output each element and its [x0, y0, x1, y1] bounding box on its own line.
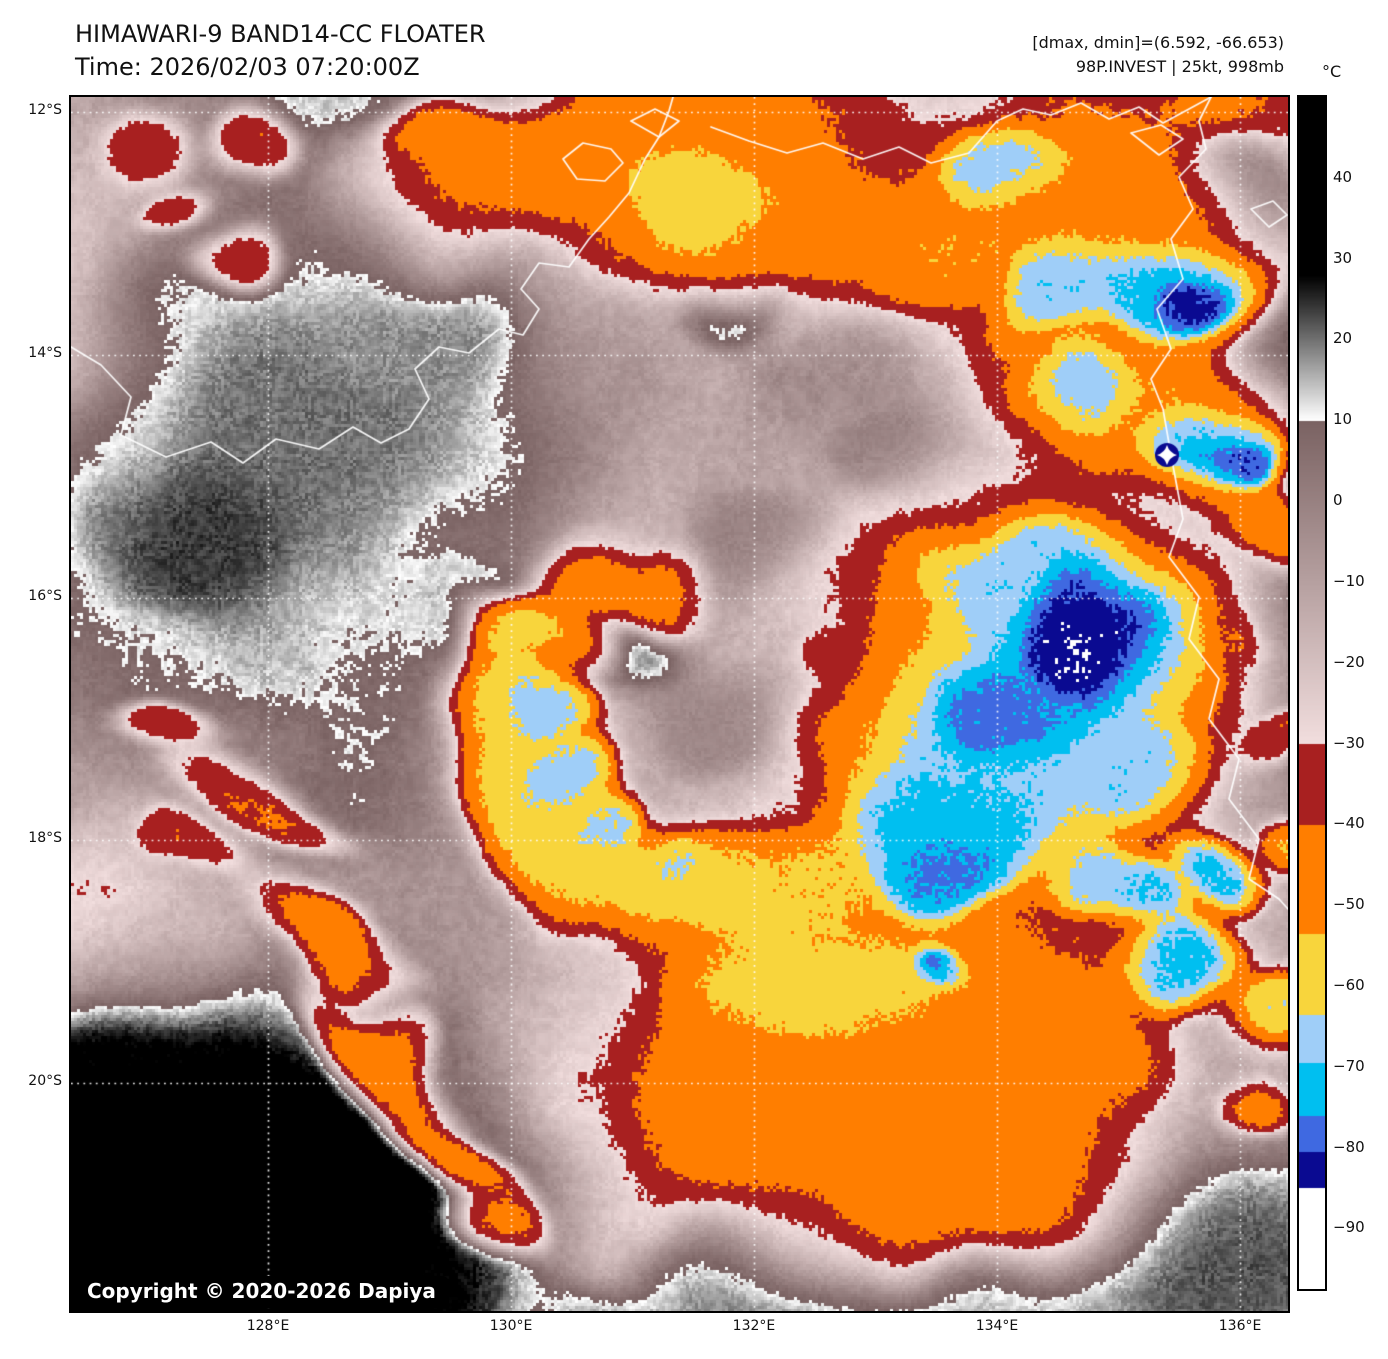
satellite-map-canvas [71, 97, 1288, 1311]
dmax-dmin-annotation: [dmax, dmin]=(6.592, -66.653) [1032, 33, 1284, 52]
lat-tick-label: 16°S [28, 587, 62, 604]
colorbar [1297, 95, 1327, 1291]
storm-info-annotation: 98P.INVEST | 25kt, 998mb [1075, 57, 1284, 76]
colorbar-tick-label: −10 [1333, 571, 1365, 590]
colorbar-canvas [1299, 97, 1325, 1289]
lon-tick-label: 128°E [246, 1318, 290, 1334]
lat-tick-label: 12°S [28, 102, 62, 119]
lat-tick-label: 20°S [28, 1073, 62, 1089]
colorbar-tick-label: 0 [1333, 491, 1343, 510]
colorbar-tick-label: −30 [1333, 733, 1365, 752]
lon-tick-label: 136°E [1218, 1318, 1262, 1334]
colorbar-tick-label: −80 [1333, 1137, 1365, 1156]
lon-tick-label: 134°E [975, 1318, 1019, 1334]
colorbar-tick-label: 30 [1333, 248, 1353, 267]
lat-tick-label: 18°S [28, 829, 62, 846]
lat-tick-label: 14°S [28, 344, 62, 361]
satellite-map-figure: Copyright © 2020-2026 Dapiya [69, 95, 1290, 1313]
colorbar-tick-label: 40 [1333, 167, 1353, 186]
lon-tick-label: 132°E [732, 1318, 776, 1334]
page-title: HIMAWARI-9 BAND14-CC FLOATER [75, 20, 486, 48]
colorbar-tick-label: −60 [1333, 975, 1365, 994]
colorbar-tick-label: −70 [1333, 1056, 1365, 1075]
copyright-badge: Copyright © 2020-2026 Dapiya [74, 1276, 449, 1308]
lon-tick-label: 130°E [489, 1318, 533, 1334]
colorbar-tick-label: −50 [1333, 895, 1365, 914]
annotation-block: [dmax, dmin]=(6.592, -66.653) 98P.INVEST… [1032, 31, 1284, 79]
colorbar-unit-label: °C [1322, 62, 1342, 81]
colorbar-tick-label: 10 [1333, 410, 1353, 429]
colorbar-tick-label: −20 [1333, 652, 1365, 671]
colorbar-tick-label: −40 [1333, 814, 1365, 833]
colorbar-tick-label: 20 [1333, 329, 1353, 348]
timestamp-line: Time: 2026/02/03 07:20:00Z [75, 53, 420, 81]
colorbar-tick-label: −90 [1333, 1218, 1365, 1237]
